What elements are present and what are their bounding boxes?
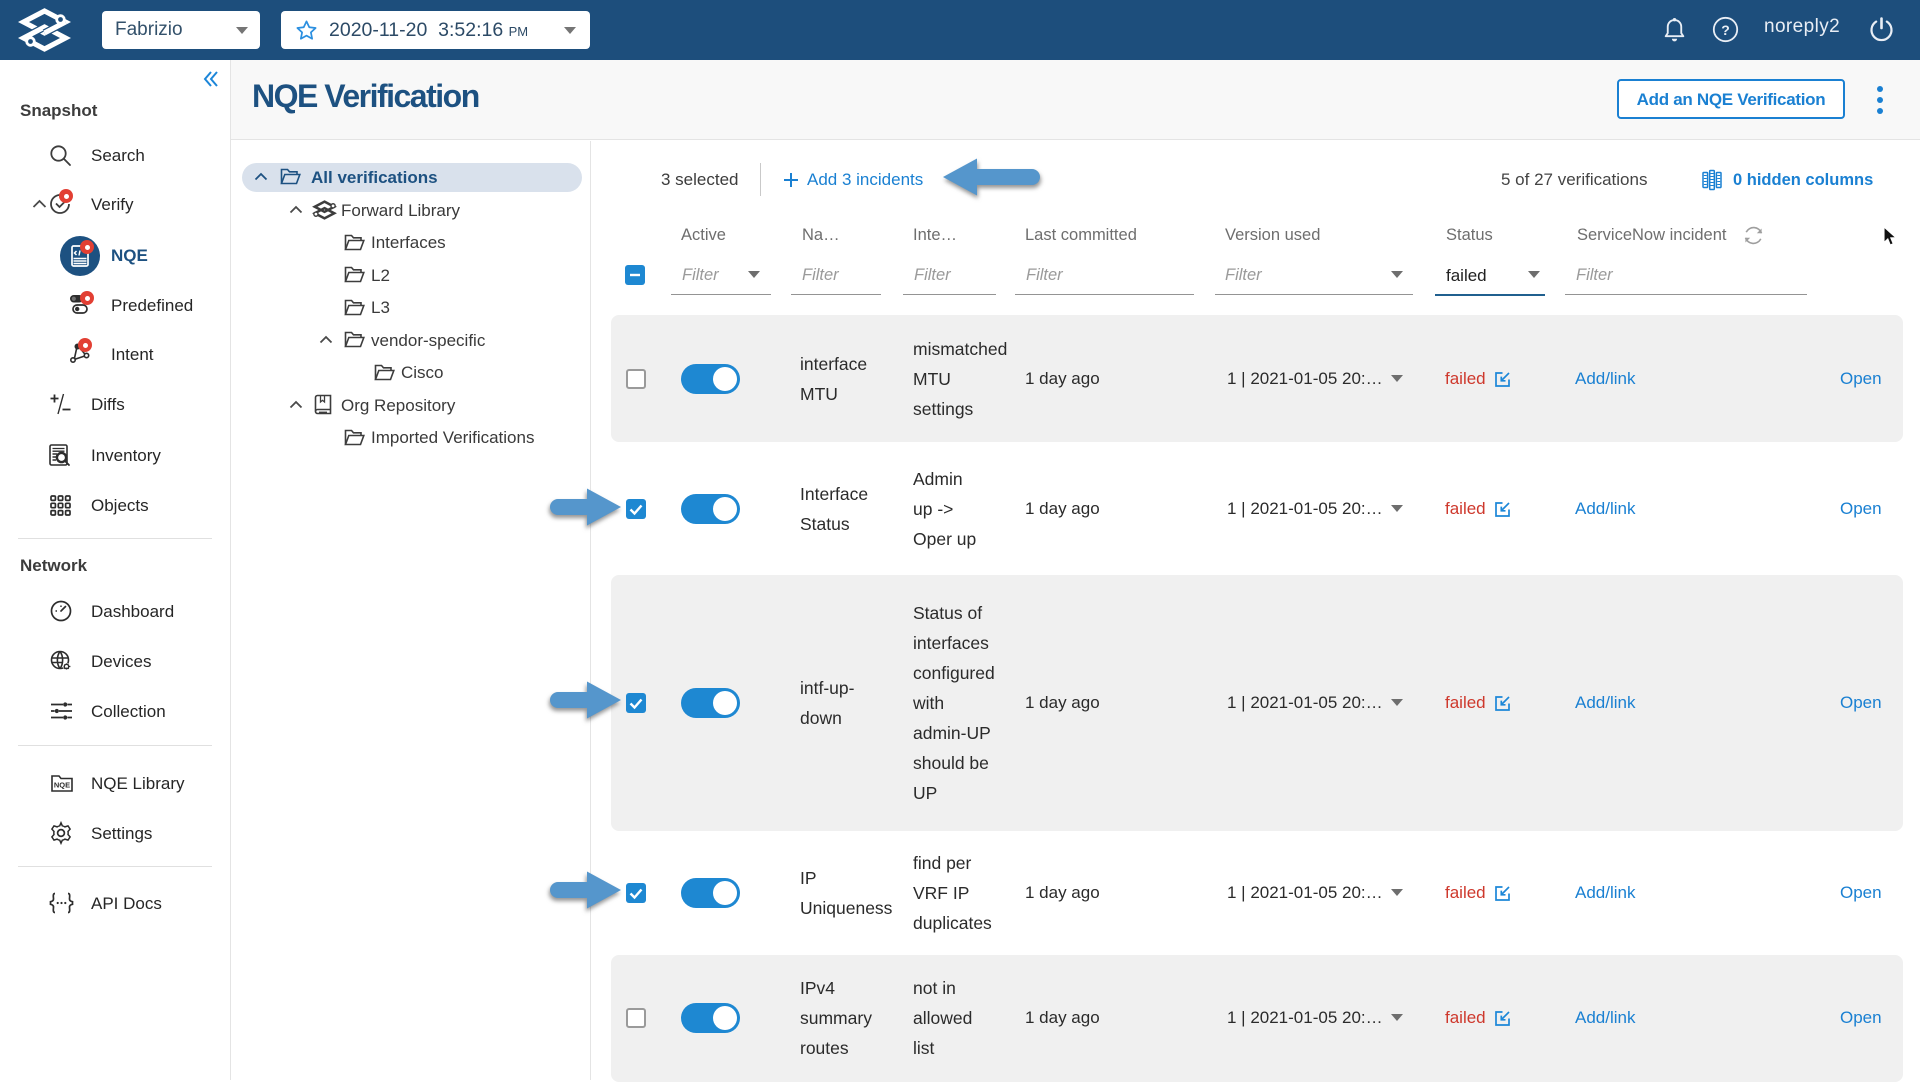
svg-text:NQE: NQE [54,781,70,790]
svg-text:?: ? [1721,22,1730,38]
